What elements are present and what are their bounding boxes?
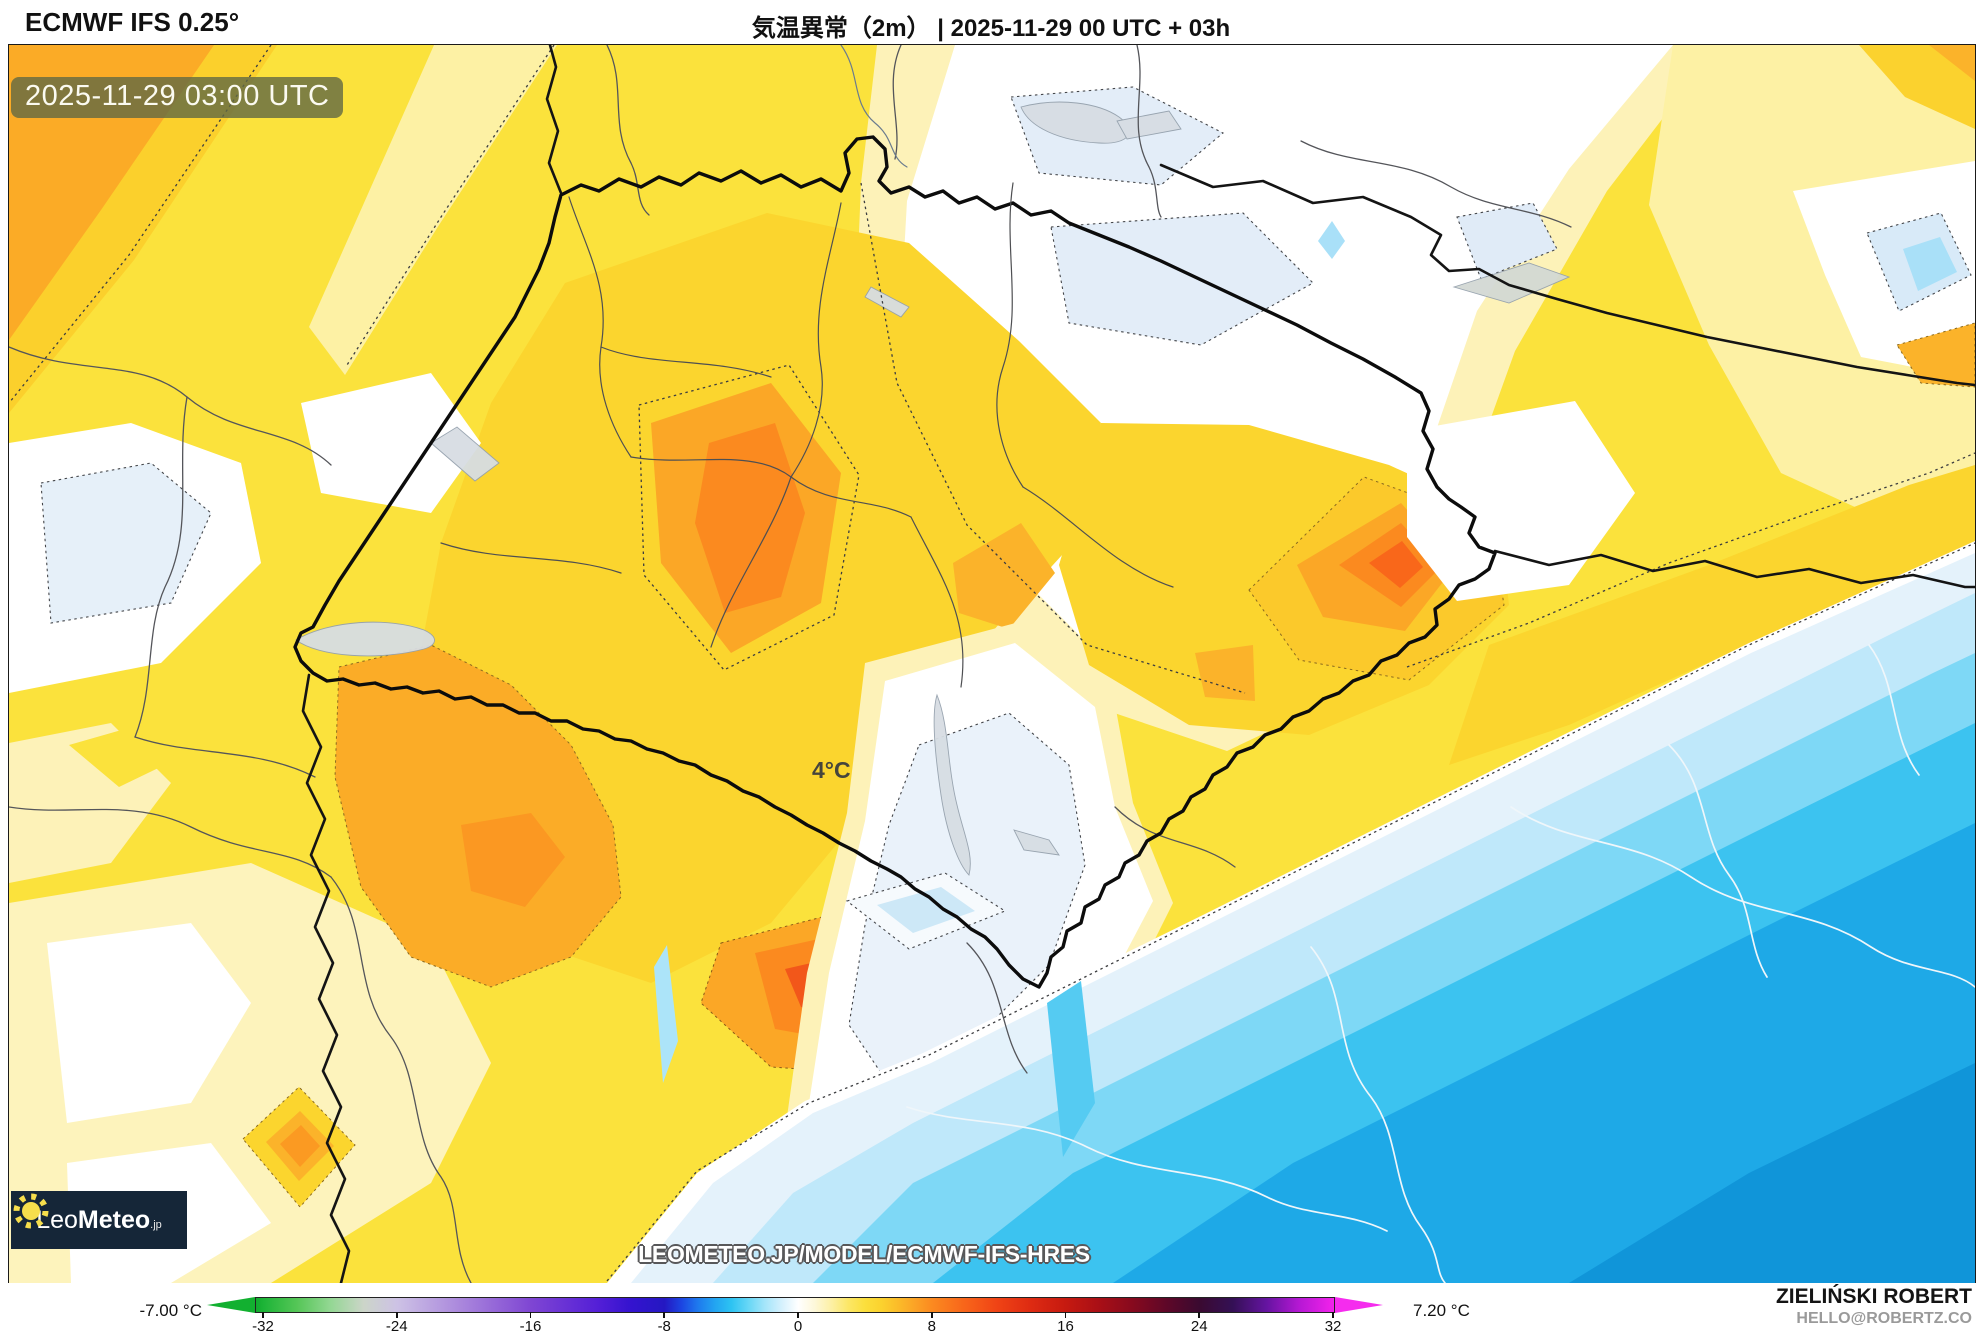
colorbar-tick-label: -24: [385, 1318, 408, 1335]
model-name: ECMWF IFS 0.25°: [25, 7, 240, 37]
map-panel: 2025-11-29 03:00 UTC 4°C LEOMETEO.JP/MOD…: [8, 44, 1976, 1284]
colorbar-tick-label: 16: [1057, 1318, 1074, 1335]
author-name: ZIELIŃSKI ROBERT: [1775, 1285, 1972, 1308]
colorbar-tick-label: -32: [252, 1318, 274, 1335]
canton-borders: [440, 182, 1174, 688]
colorbar-tick-label: -8: [657, 1318, 671, 1335]
colorbar-tick-label: 24: [1190, 1318, 1208, 1335]
lakes: [295, 101, 1571, 876]
logo-wordmark: LeoMeteo.jp: [36, 1205, 162, 1234]
timestamp-badge: 2025-11-29 03:00 UTC: [11, 77, 344, 118]
colorbar-tick-mark: [663, 1312, 666, 1318]
region-borders-cold: [906, 644, 1975, 1283]
colorbar-left-arrow: [207, 1297, 255, 1313]
colorbar-max-label: 7.20 °C: [1413, 1301, 1470, 1320]
colorbar-tick-label: 0: [793, 1318, 803, 1335]
sun-icon: [13, 1193, 49, 1229]
leometeo-logo: LeoMeteo.jp: [11, 1191, 187, 1249]
colorbar-tick-mark: [930, 1312, 933, 1318]
colorbar-tick-mark: [262, 1312, 264, 1318]
anomaly-map-canvas: [9, 45, 1975, 1283]
country-borders: [301, 45, 1975, 1283]
watermark-text: LEOMETEO.JP/MODEL/ECMWF-IFS-HRES: [638, 1241, 1090, 1267]
colorbar-min-label: -7.00 °C: [139, 1301, 202, 1320]
colorbar-tick-mark: [1064, 1312, 1067, 1318]
colorbar-row: -7.00 °C 7.20 °C -32 -24 -16 -8 0 8 16 24 32 ZIE…: [0, 1283, 1982, 1338]
region-borders: [9, 45, 1572, 1283]
colorbar-tick-mark: [1332, 1312, 1334, 1318]
colorbar-tick-mark: [395, 1312, 398, 1318]
colorbar-tick-mark: [529, 1312, 532, 1318]
point-temperature-label: 4°C: [812, 757, 851, 783]
colorbar-tick-mark: [1198, 1312, 1201, 1318]
colorbar-tick-label: 32: [1324, 1318, 1342, 1335]
chart-title: 気温異常（2m） | 2025-11-29 00 UTC + 03h: [751, 15, 1231, 42]
header-bar: ECMWF IFS 0.25° 気温異常（2m） | 2025-11-29 00…: [0, 0, 1982, 44]
colorbar-gradient: [255, 1297, 1335, 1313]
colorbar-tick-label: 8: [927, 1318, 936, 1335]
colorbar-tick-mark: [797, 1312, 799, 1318]
switzerland-border: [293, 135, 1497, 989]
colorbar-tick-label: -16: [519, 1318, 542, 1335]
colorbar-right-arrow: [1335, 1297, 1383, 1313]
author-contact: HELLO@ROBERTZ.CO: [1796, 1310, 1972, 1327]
